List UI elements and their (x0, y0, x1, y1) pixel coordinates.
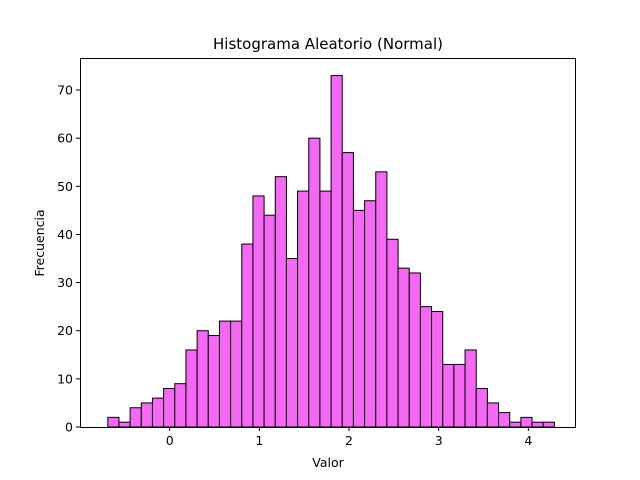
histogram-bar (475, 387, 488, 428)
bars-group (107, 75, 555, 428)
histogram-bar (531, 421, 544, 428)
histogram-bar (151, 397, 165, 428)
histogram-bar (207, 335, 220, 428)
y-tick-label: 40 (57, 227, 73, 242)
x-tick-label: 3 (435, 433, 443, 448)
y-tick-label: 70 (57, 83, 73, 98)
plot-frame (80, 58, 576, 428)
x-axis-ticks: 0 1 2 3 4 (166, 427, 532, 448)
x-tick-label: 4 (524, 433, 532, 448)
y-tick-label: 50 (57, 179, 73, 194)
histogram-bar (118, 421, 131, 428)
histogram-bar (330, 75, 343, 428)
x-tick-label: 0 (166, 433, 174, 448)
histogram-bar (453, 363, 466, 428)
histogram-bar (464, 349, 477, 428)
histogram-bar (375, 171, 388, 428)
histogram-bar (230, 320, 243, 428)
histogram-bar (163, 387, 176, 428)
histogram-bar (397, 267, 410, 428)
histogram-bar (241, 243, 254, 428)
histogram-bar (542, 421, 555, 428)
x-tick-label: 1 (255, 433, 263, 448)
histogram-bar (174, 383, 187, 428)
y-tick-label: 0 (65, 420, 73, 435)
histogram-bar (319, 190, 332, 428)
histogram-bar (129, 407, 142, 428)
histogram-bar (431, 310, 444, 428)
y-axis-ticks: 0 10 20 30 40 50 60 70 (57, 83, 80, 435)
histogram-bar (285, 258, 299, 428)
chart-title: Histograma Aleatorio (Normal) (213, 35, 443, 53)
histogram-bar (252, 195, 265, 428)
histogram-bar (297, 190, 310, 428)
histogram-bar (408, 272, 421, 428)
histogram-bar (509, 421, 522, 428)
x-tick-label: 2 (345, 433, 353, 448)
histogram-bar (185, 349, 198, 428)
histogram-bar (352, 209, 366, 428)
histogram-bar (386, 238, 399, 428)
histogram-bar (419, 306, 433, 428)
histogram-bar (486, 402, 500, 428)
y-tick-label: 60 (57, 131, 73, 146)
y-axis-label: Frecuencia (32, 209, 47, 276)
y-tick-label: 20 (57, 323, 73, 338)
histogram-bar (263, 214, 276, 428)
histogram-bar (196, 330, 209, 428)
histogram-bar (107, 416, 120, 428)
y-tick-label: 30 (57, 275, 73, 290)
x-axis-label: Valor (312, 455, 344, 470)
histogram-bar (274, 176, 287, 428)
histogram-bar (341, 152, 354, 428)
histogram-bar (442, 363, 455, 428)
y-tick-label: 10 (57, 371, 73, 386)
histogram-bar (218, 320, 232, 428)
histogram-bar (364, 200, 377, 428)
histogram-bar (520, 416, 533, 428)
histogram-bar (140, 402, 153, 428)
histogram-bar (308, 137, 321, 428)
histogram-bar (498, 412, 511, 428)
